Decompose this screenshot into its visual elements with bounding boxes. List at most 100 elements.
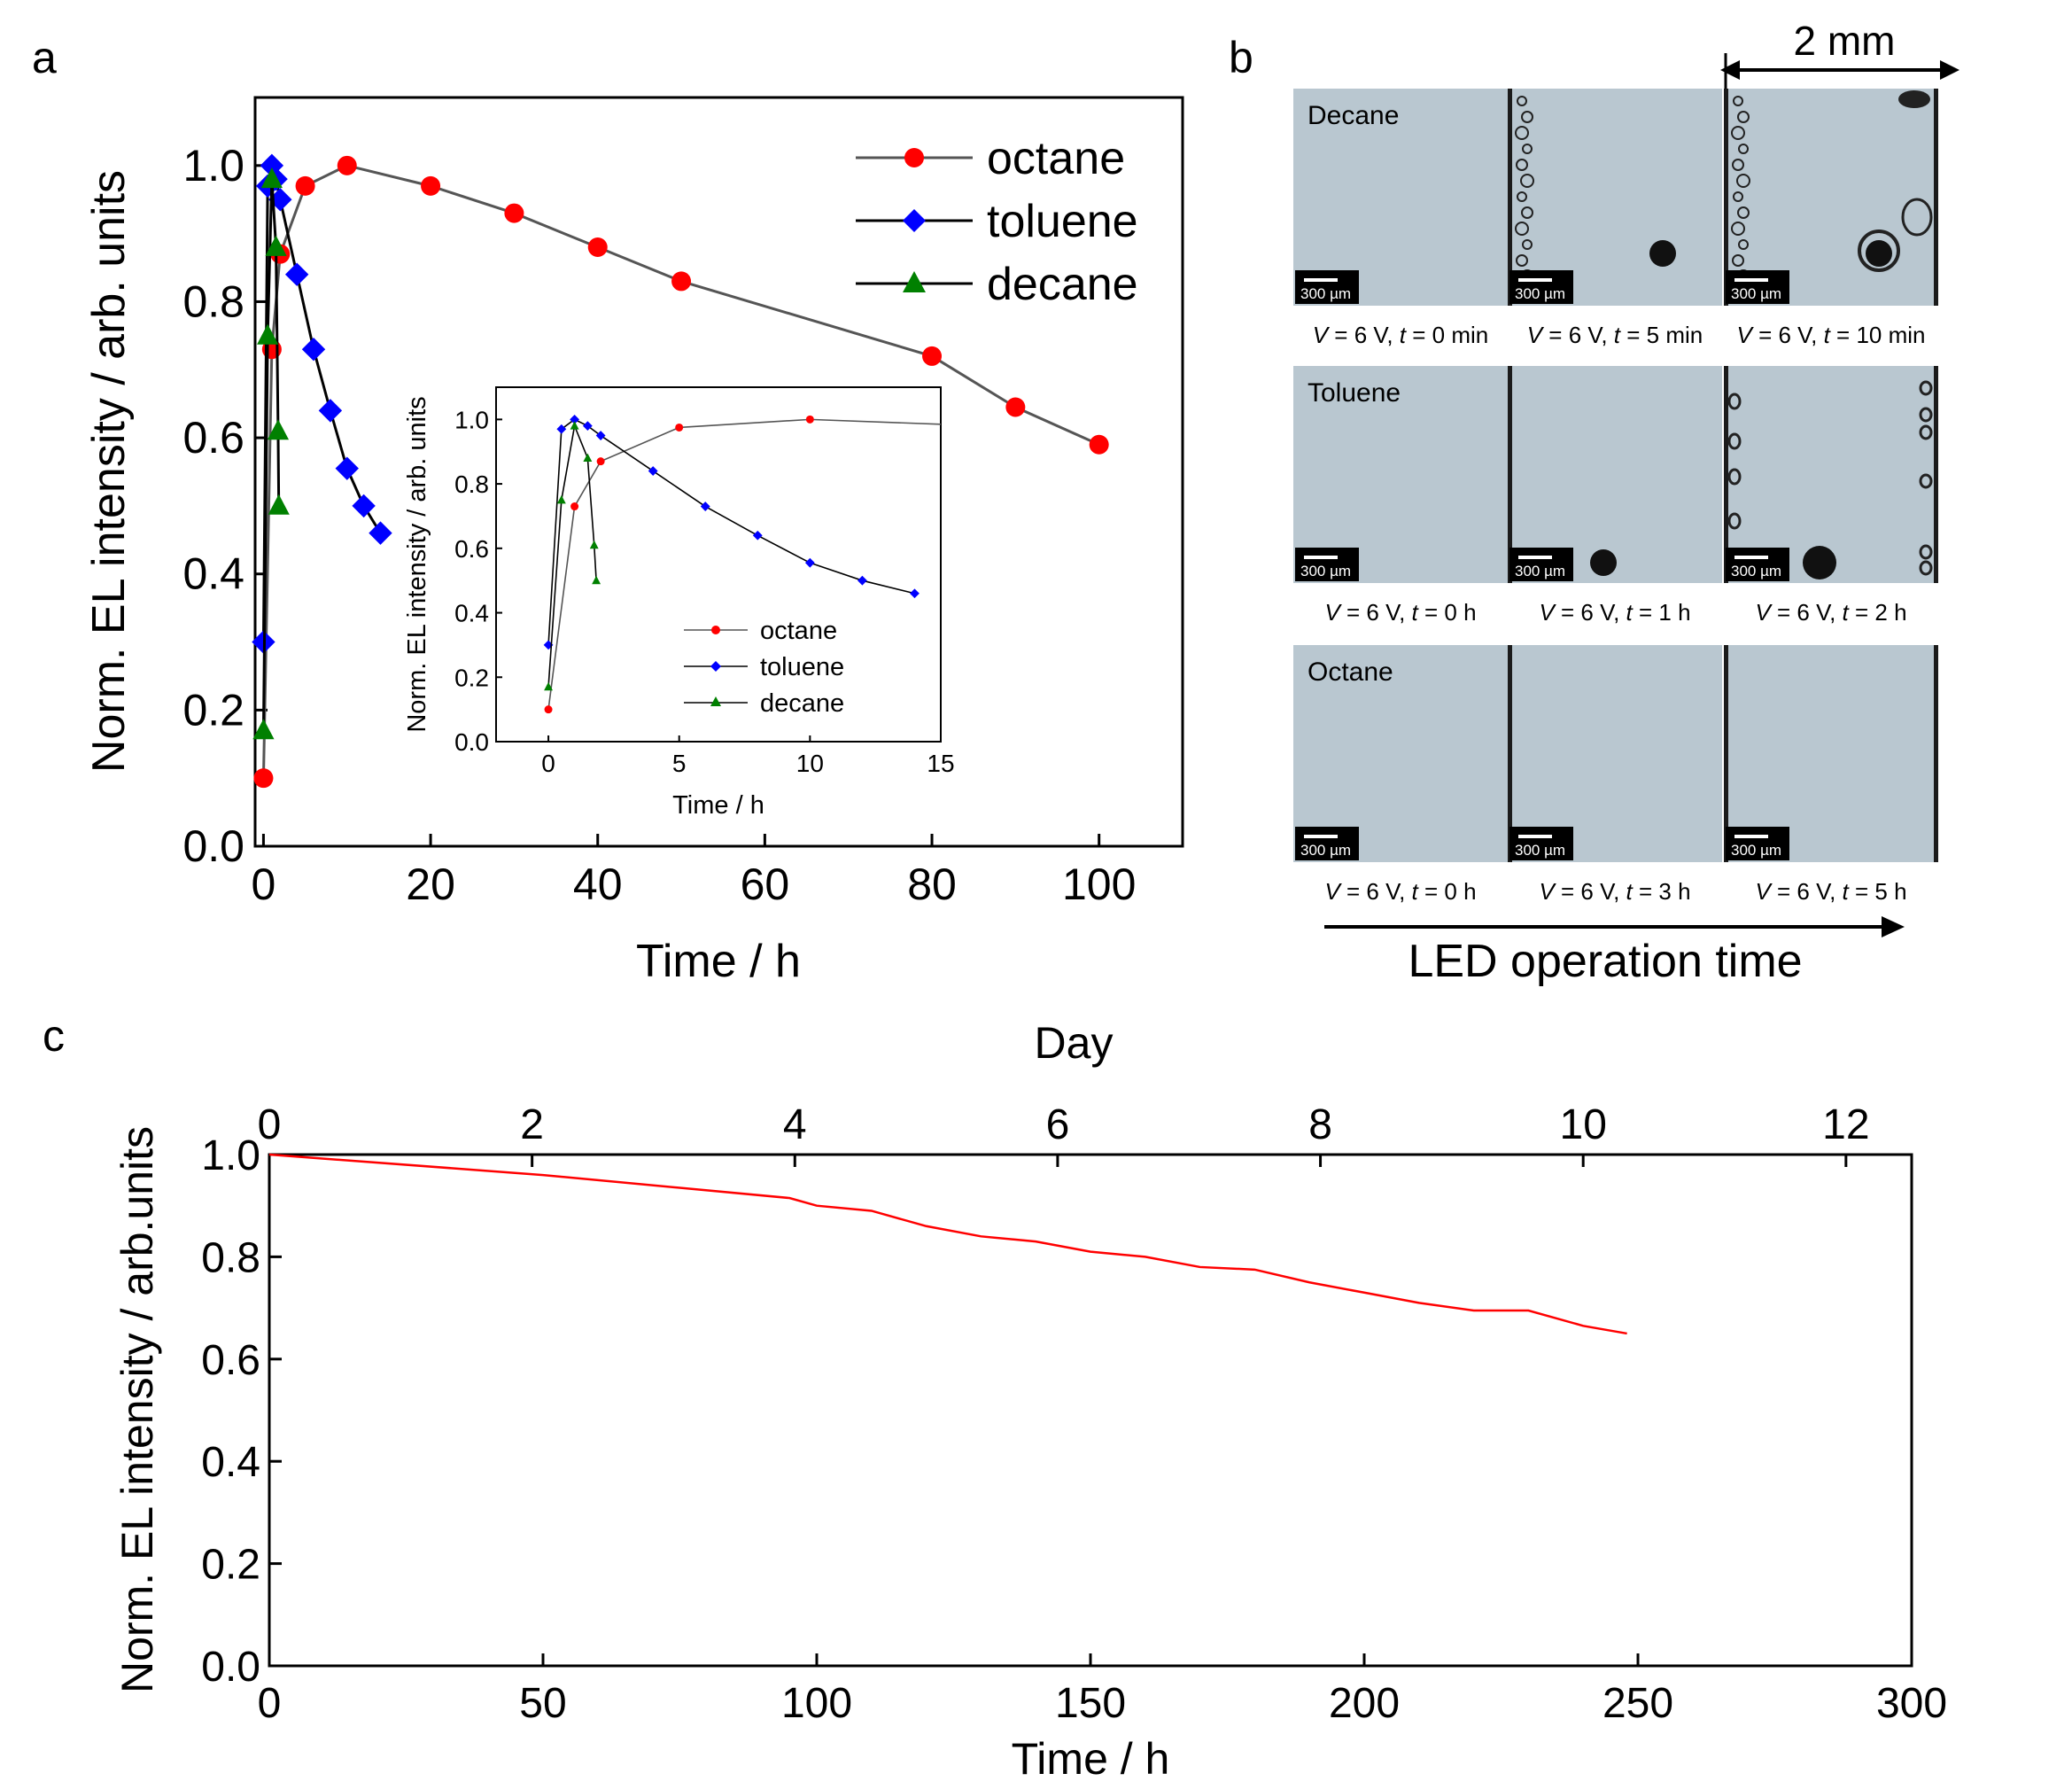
legend-decane-label: decane	[987, 259, 1138, 310]
octane-point	[337, 155, 357, 175]
octane-inset-point	[544, 705, 553, 714]
electrode-edge	[1724, 645, 1728, 862]
c-x-tick-label: 300	[1876, 1680, 1947, 1727]
scalebar-line	[1518, 556, 1552, 559]
panel-a-series	[252, 153, 1109, 789]
toluene-inset-point	[804, 557, 815, 568]
scalebar-label: 300 µm	[1731, 563, 1781, 579]
micrograph-solvent-label: Toluene	[1308, 378, 1401, 408]
toluene-inset-point	[648, 466, 658, 476]
caption-var-t: t	[1824, 322, 1832, 348]
panel-c-x-label: Time / h	[1012, 1734, 1170, 1784]
x-tick-label: 40	[573, 859, 623, 909]
bubble	[1803, 546, 1836, 579]
scalebar-label: 300 µm	[1515, 842, 1565, 859]
decane-inset-point	[589, 540, 599, 549]
operation-time-label: LED operation time	[1408, 936, 1802, 987]
caption-time: = 5 min	[1620, 322, 1703, 348]
toluene-inset-point	[910, 588, 920, 599]
scalebar-line	[1734, 835, 1768, 838]
bubble	[1733, 96, 1743, 106]
electrode-edge	[1508, 645, 1512, 862]
panel-c-top-ticks: 0 2 4 6 8 10 12	[258, 1101, 1870, 1167]
micrograph-frame: 300 µm	[1508, 366, 1722, 583]
caption-voltage: = 6 V,	[1328, 322, 1400, 348]
panel-c-series	[268, 1153, 1627, 1335]
micrograph-row-toluene: 300 µm V = 6 V, t = 0 h 300 µm V = 6 V, t =…	[1293, 366, 1938, 626]
bubble	[1919, 380, 1933, 396]
micrograph-caption: V = 6 V, t = 10 min	[1737, 322, 1926, 348]
octane-point	[253, 768, 274, 789]
c-top-tick-label: 12	[1822, 1101, 1869, 1148]
bubble	[1919, 544, 1933, 560]
octane-point	[1089, 434, 1109, 455]
decane-point	[260, 167, 283, 189]
inset-x-tick-label: 5	[672, 750, 687, 777]
toluene-point	[352, 494, 376, 518]
scalebar-line	[1304, 278, 1338, 282]
toluene-inset-point	[858, 575, 867, 586]
inset-legend-toluene-label: toluene	[760, 653, 844, 681]
bubble	[1737, 111, 1750, 123]
octane-point	[1005, 397, 1026, 417]
scalebar-label: 300 µm	[1515, 563, 1565, 579]
x-tick-label: 20	[406, 859, 455, 909]
inset-plot-area	[543, 414, 941, 714]
two-mm-scale: 2 mm	[1720, 18, 1959, 89]
scalebar-box	[1295, 270, 1359, 304]
caption-var-v: V	[1313, 322, 1331, 348]
caption-var-t: t	[1614, 322, 1622, 348]
inset-y-tick-label: 1.0	[454, 406, 489, 433]
inset-y-tick-label: 0.0	[454, 728, 489, 756]
toluene-point	[301, 338, 326, 362]
caption-time: = 0 h	[1418, 599, 1477, 626]
micrograph-background	[1724, 89, 1938, 306]
scalebar-box	[1509, 827, 1573, 860]
octane-point	[671, 271, 692, 292]
bubble	[1919, 473, 1933, 489]
c-top-tick-label: 6	[1046, 1101, 1070, 1148]
y-tick-label: 0.2	[182, 685, 244, 735]
two-mm-label: 2 mm	[1794, 18, 1896, 64]
toluene-inset-point	[582, 421, 593, 432]
inset-legend-octane-label: octane	[760, 617, 837, 645]
caption-voltage: = 6 V,	[1555, 878, 1626, 905]
y-tick-label: 0.8	[182, 276, 244, 326]
micrograph-caption: V = 6 V, t = 5 h	[1755, 878, 1906, 905]
bubble	[1727, 468, 1742, 486]
panel-a-chart: a 0.00.20.40.60.81.0 0 20 40 60 80 100 Time /…	[32, 33, 1184, 987]
octane-inset-point	[675, 423, 684, 432]
micrograph-caption: V = 6 V, t = 0 h	[1324, 878, 1476, 905]
caption-voltage: = 6 V,	[1752, 322, 1824, 348]
caption-var-v: V	[1755, 599, 1773, 626]
toluene-point	[284, 262, 309, 286]
bubble	[1515, 222, 1529, 236]
c-x-tick-label: 50	[519, 1680, 566, 1727]
caption-var-t: t	[1626, 599, 1634, 626]
inset-legend-octane-marker	[711, 626, 720, 634]
panel-b-micrographs: b 2 mm 300 µm V = 6 V, t = 0 min 300 µm V =…	[1229, 18, 1959, 987]
panel-c-y-label: Norm. EL intensity / arb.units	[113, 1126, 162, 1693]
micrograph-background	[1508, 645, 1722, 862]
panel-a-y-ticks: 0.0 0.2 0.4 0.6 0.8 1.0	[182, 141, 268, 871]
panel-a-inset-frame	[495, 386, 942, 743]
x-tick-label: 100	[1062, 859, 1136, 909]
panel-a-legend: octane toluene decane	[856, 133, 1138, 310]
c-y-tick-label: 0.2	[201, 1542, 260, 1589]
panel-b-letter: b	[1229, 33, 1253, 82]
panel-c-letter: c	[43, 1011, 65, 1061]
bubble	[1898, 90, 1930, 108]
panel-c-frame	[268, 1153, 1913, 1668]
micrograph-frame: 300 µm	[1508, 89, 1722, 306]
scalebar-label: 300 µm	[1731, 842, 1781, 859]
c-top-tick-label: 10	[1560, 1101, 1607, 1148]
bubble	[1517, 96, 1527, 106]
bubble	[1727, 512, 1742, 530]
scalebar-label: 300 µm	[1731, 285, 1781, 302]
inset-x-tick-label: 0	[541, 750, 555, 777]
octane-inset-point	[596, 457, 605, 466]
octane-inset-line	[547, 418, 941, 710]
octane-point	[922, 346, 943, 366]
inset-x-label: Time / h	[672, 791, 764, 820]
caption-var-v: V	[1324, 599, 1342, 626]
